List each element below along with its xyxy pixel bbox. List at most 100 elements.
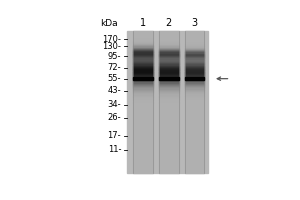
Bar (134, 57, 153, 58)
Bar (134, 155, 153, 157)
Bar (134, 140, 153, 141)
Bar (159, 166, 179, 167)
Bar (134, 31, 153, 32)
Bar (184, 159, 204, 160)
Bar (159, 64, 179, 66)
Bar (159, 129, 179, 130)
Bar (159, 77, 179, 80)
Bar (184, 33, 204, 35)
Bar (184, 96, 204, 97)
Bar (159, 121, 179, 122)
Bar (184, 140, 204, 141)
Bar (184, 80, 204, 81)
Bar (184, 32, 204, 33)
Bar (134, 86, 153, 87)
Bar (134, 122, 153, 123)
Bar (184, 64, 204, 66)
Bar (184, 155, 204, 157)
Bar (159, 106, 179, 108)
Bar (134, 91, 153, 92)
Bar (184, 37, 204, 38)
Bar (159, 81, 179, 82)
Bar (184, 160, 204, 161)
Bar (184, 153, 204, 154)
Bar (134, 158, 153, 159)
Bar (134, 137, 153, 139)
Bar (134, 139, 153, 140)
Bar (159, 87, 179, 88)
Bar (159, 74, 179, 75)
Bar (184, 68, 204, 69)
Bar (134, 146, 153, 147)
Bar (134, 145, 153, 146)
Bar (184, 84, 204, 85)
Bar (184, 93, 204, 94)
Bar (134, 98, 153, 99)
Bar (134, 36, 153, 37)
Bar (184, 148, 204, 149)
Bar (184, 75, 204, 76)
Bar (134, 111, 153, 112)
Bar (159, 90, 179, 91)
Bar (184, 124, 204, 125)
Bar (159, 124, 179, 125)
Bar (134, 136, 153, 137)
Bar (159, 108, 179, 109)
Bar (134, 46, 153, 48)
Bar (184, 146, 204, 147)
Bar (159, 57, 179, 58)
Bar (184, 50, 204, 51)
Bar (159, 84, 179, 85)
Bar (159, 105, 179, 106)
Bar (134, 131, 153, 133)
Bar (134, 42, 153, 43)
Text: 43-: 43- (108, 86, 121, 95)
Bar (134, 151, 153, 152)
Bar (159, 39, 179, 41)
Bar (184, 171, 204, 172)
Bar (159, 141, 179, 142)
Bar (184, 169, 204, 170)
Text: 130-: 130- (102, 42, 121, 51)
Bar (159, 110, 179, 111)
Bar (134, 96, 153, 97)
Bar (134, 142, 153, 143)
Bar (184, 56, 204, 57)
Bar (184, 136, 204, 137)
Bar (134, 55, 153, 56)
Bar (134, 169, 153, 170)
Bar (159, 41, 179, 42)
Bar (184, 87, 204, 88)
Bar (159, 70, 179, 72)
Bar (134, 75, 153, 76)
Bar (159, 154, 179, 155)
Bar (184, 69, 204, 70)
Bar (134, 77, 153, 80)
Bar (159, 73, 179, 74)
Bar (134, 68, 153, 69)
Bar (134, 166, 153, 167)
Bar (184, 152, 204, 153)
Bar (184, 128, 204, 129)
Bar (159, 123, 179, 124)
Bar (184, 154, 204, 155)
Bar (159, 60, 179, 61)
Bar (134, 135, 153, 136)
Bar (159, 69, 179, 70)
Bar (159, 114, 179, 115)
Bar (134, 143, 153, 145)
Text: 170-: 170- (102, 35, 121, 44)
Bar (184, 63, 204, 64)
Bar (134, 130, 153, 131)
Bar (159, 32, 179, 33)
Bar (134, 129, 153, 130)
Bar (159, 163, 179, 164)
Bar (134, 45, 153, 46)
Text: 2: 2 (166, 18, 172, 28)
Bar (184, 73, 204, 74)
Bar (134, 79, 153, 80)
Bar (184, 67, 204, 68)
Bar (159, 160, 179, 161)
Bar (184, 110, 204, 111)
Bar (159, 88, 179, 90)
